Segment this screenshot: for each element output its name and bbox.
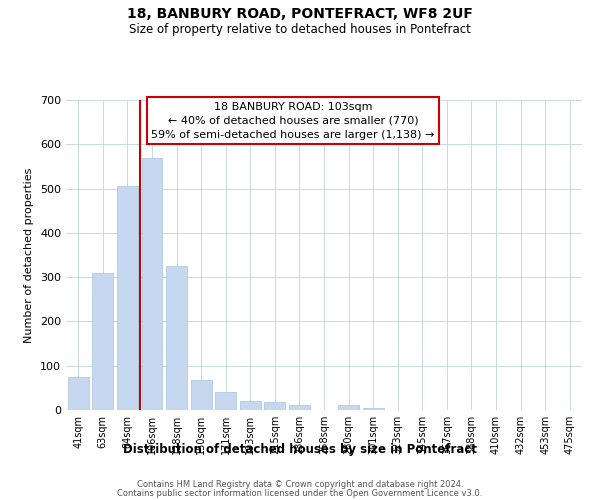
Text: Size of property relative to detached houses in Pontefract: Size of property relative to detached ho…: [129, 22, 471, 36]
Text: 18 BANBURY ROAD: 103sqm
← 40% of detached houses are smaller (770)
59% of semi-d: 18 BANBURY ROAD: 103sqm ← 40% of detache…: [151, 102, 435, 140]
Bar: [338, 404, 359, 410]
Bar: [166, 266, 187, 410]
Text: Distribution of detached houses by size in Pontefract: Distribution of detached houses by size …: [123, 442, 477, 456]
Bar: [68, 377, 89, 410]
Bar: [240, 401, 261, 410]
Bar: [92, 272, 113, 410]
Bar: [191, 380, 212, 410]
Y-axis label: Number of detached properties: Number of detached properties: [25, 168, 34, 342]
Text: 18, BANBURY ROAD, PONTEFRACT, WF8 2UF: 18, BANBURY ROAD, PONTEFRACT, WF8 2UF: [127, 8, 473, 22]
Bar: [362, 408, 383, 410]
Bar: [215, 392, 236, 410]
Bar: [117, 186, 138, 410]
Bar: [142, 158, 163, 410]
Text: Contains HM Land Registry data © Crown copyright and database right 2024.: Contains HM Land Registry data © Crown c…: [137, 480, 463, 489]
Bar: [265, 402, 286, 410]
Text: Contains public sector information licensed under the Open Government Licence v3: Contains public sector information licen…: [118, 489, 482, 498]
Bar: [289, 404, 310, 410]
